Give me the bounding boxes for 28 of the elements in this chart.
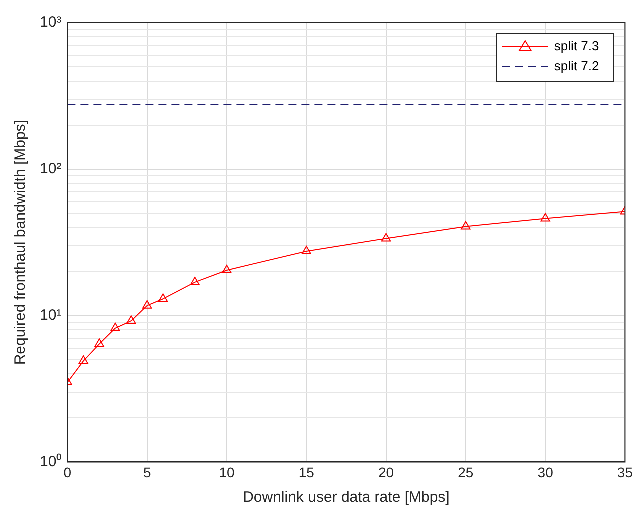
x-tick-label: 25 — [458, 464, 474, 480]
x-axis-title: Downlink user data rate [Mbps] — [243, 489, 450, 506]
y-tick-label: 10² — [40, 160, 62, 178]
x-tick-label: 35 — [617, 464, 634, 480]
x-tick-label: 15 — [298, 464, 315, 480]
point — [222, 264, 232, 274]
legend-label: split 7.3 — [554, 38, 600, 54]
x-tick-label: 0 — [64, 464, 72, 480]
point — [126, 316, 136, 324]
y-axis-title: Required fronthaul bandwidth [Mbps] — [12, 120, 30, 366]
legend-label: split 7.2 — [554, 58, 600, 74]
point — [381, 233, 392, 242]
x-tick-label: 5 — [143, 464, 152, 480]
y-tick-label: 10³ — [40, 14, 62, 32]
point — [540, 213, 550, 222]
point — [94, 338, 104, 348]
point — [302, 246, 312, 254]
point — [110, 322, 120, 332]
point — [190, 276, 200, 286]
x-tick-label: 10 — [219, 464, 235, 480]
y-tick-label: 10⁰ — [40, 453, 62, 470]
point — [142, 300, 152, 309]
y-tick-label: 10¹ — [40, 306, 62, 324]
point — [461, 221, 471, 230]
x-tick-label: 30 — [538, 464, 554, 480]
x-tick-label: 20 — [378, 464, 394, 480]
point — [78, 356, 88, 364]
point — [158, 294, 168, 302]
